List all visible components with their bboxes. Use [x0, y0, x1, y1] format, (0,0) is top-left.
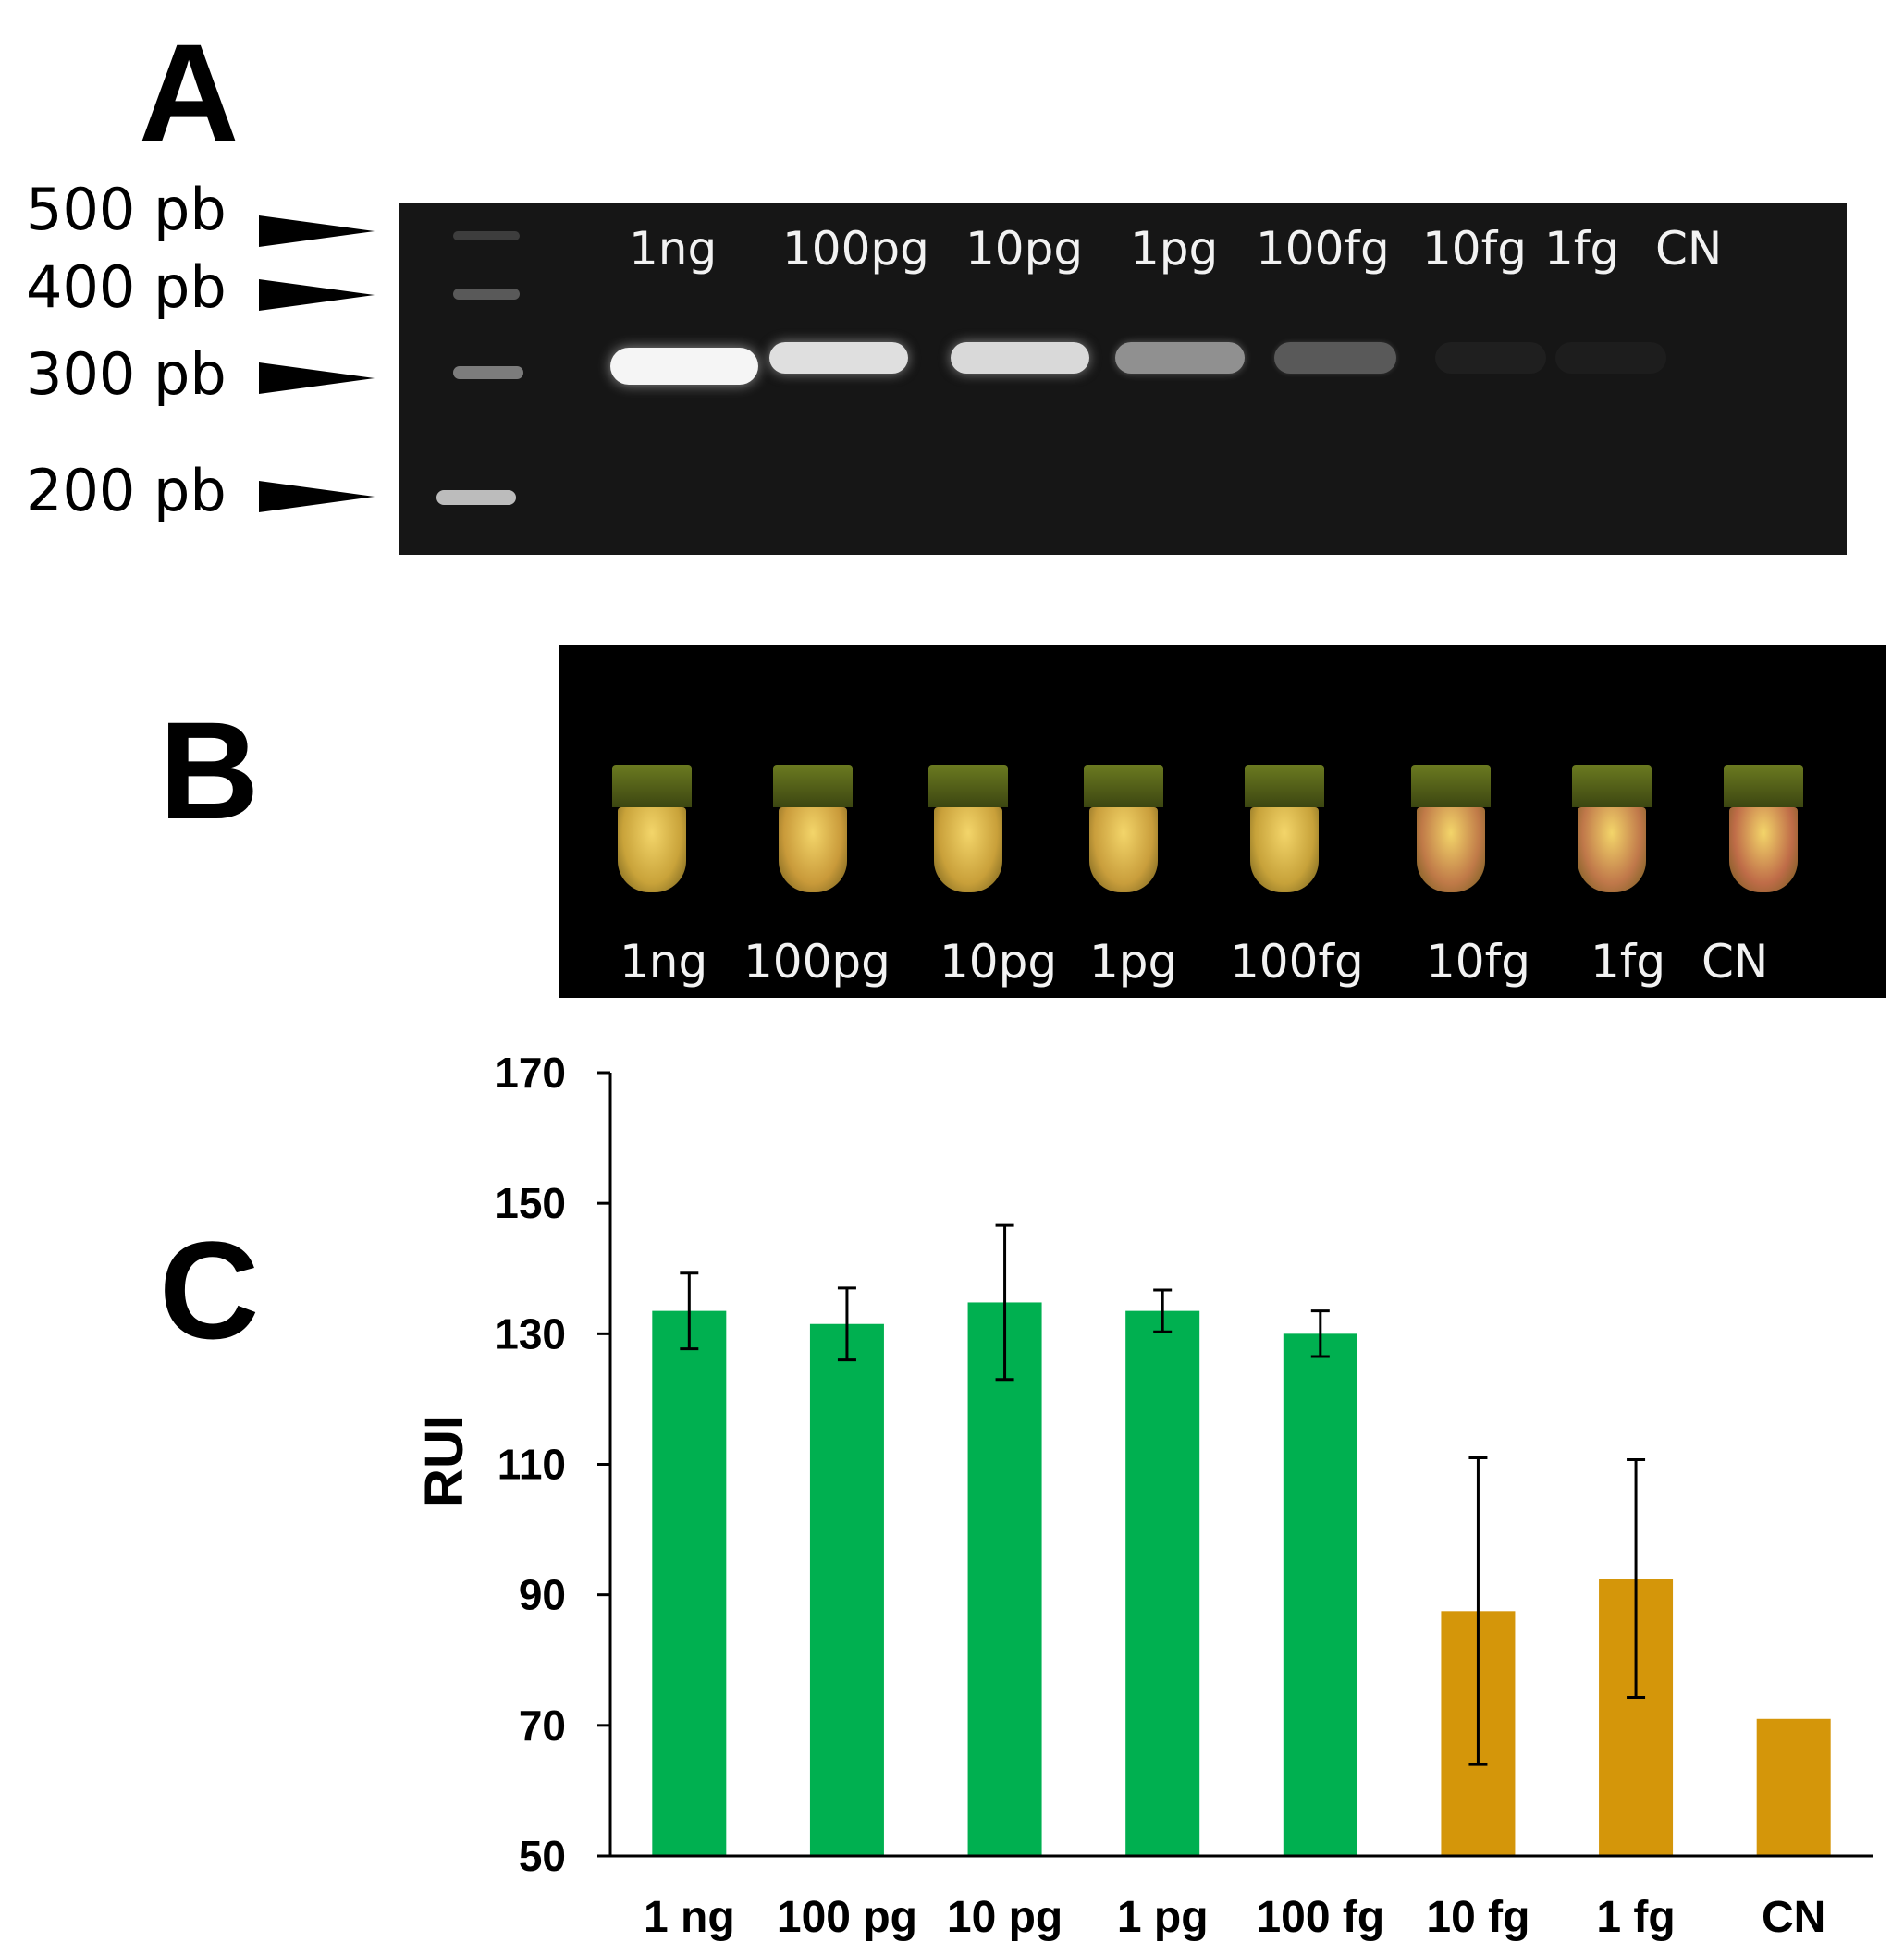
- marker-arrow-icon: [259, 279, 375, 311]
- y-tick-label: 150: [495, 1179, 566, 1227]
- tube-label: CN: [1701, 935, 1769, 989]
- bar: [652, 1310, 727, 1856]
- x-tick-label: 10 pg: [947, 1893, 1063, 1941]
- gel-lane-label: 100fg: [1256, 222, 1390, 276]
- marker-200: 200 pb: [26, 457, 227, 524]
- tube-icon: [928, 765, 1008, 894]
- gel-lane-label: 10fg: [1422, 222, 1527, 276]
- x-tick-label: 1 fg: [1596, 1893, 1675, 1941]
- panel-c-label: C: [159, 1212, 260, 1368]
- rui-bar-chart: 50 70 90 110 130 150 170 1 ng 100 pg 10 pg 1 pg 10…: [414, 1049, 1873, 1941]
- tube-icon: [1724, 765, 1803, 894]
- tube-label: 1ng: [620, 935, 708, 989]
- y-axis-title: RUI: [414, 1415, 474, 1507]
- marker-arrow-icon: [259, 362, 375, 394]
- tube-label: 1fg: [1591, 935, 1666, 989]
- bars: [652, 1302, 1831, 1856]
- x-tick-label: 100 fg: [1256, 1893, 1384, 1941]
- tube-icon: [1411, 765, 1491, 894]
- ladder-band: [436, 490, 516, 505]
- y-axis-ticks: 50 70 90 110 130 150 170: [495, 1049, 610, 1880]
- tube-icon: [1572, 765, 1652, 894]
- gel-sample-band: [1274, 342, 1396, 374]
- x-tick-label: 10 fg: [1426, 1893, 1529, 1941]
- gel-sample-band: [1555, 342, 1666, 374]
- gel-sample-band: [769, 342, 908, 374]
- ladder-band: [453, 366, 523, 379]
- gel-lane-label: 1fg: [1544, 222, 1620, 276]
- y-tick-label: 70: [519, 1701, 566, 1750]
- y-tick-label: 110: [497, 1441, 566, 1489]
- marker-400: 400 pb: [26, 253, 227, 321]
- gel-lane-label: CN: [1655, 222, 1723, 276]
- marker-arrow-icon: [259, 215, 375, 247]
- tube-icon: [773, 765, 853, 894]
- gel-lane-label: 10pg: [965, 222, 1084, 276]
- gel-image: 1ng 100pg 10pg 1pg 100fg 10fg 1fg CN: [399, 203, 1847, 555]
- gel-lane-label: 100pg: [782, 222, 929, 276]
- marker-arrow-icon: [259, 481, 375, 512]
- marker-500: 500 pb: [26, 176, 227, 243]
- bar: [809, 1323, 884, 1856]
- gel-sample-band: [951, 342, 1089, 374]
- bar: [1125, 1310, 1200, 1856]
- x-tick-label: 1 ng: [644, 1893, 735, 1941]
- tube-label: 1pg: [1089, 935, 1178, 989]
- bar: [1283, 1333, 1357, 1856]
- error-bars: [680, 1223, 1646, 1766]
- x-axis-labels: 1 ng 100 pg 10 pg 1 pg 100 fg 10 fg 1 fg CN: [644, 1893, 1825, 1941]
- y-tick-label: 170: [495, 1049, 566, 1097]
- x-tick-label: 1 pg: [1117, 1893, 1209, 1941]
- x-tick-label: 100 pg: [777, 1893, 917, 1941]
- gel-sample-band: [1435, 342, 1546, 374]
- gel-sample-band: [610, 348, 758, 385]
- ladder-band: [453, 231, 520, 240]
- tube-label: 10pg: [940, 935, 1058, 989]
- gel-lane-label: 1ng: [629, 222, 718, 276]
- y-tick-label: 50: [519, 1832, 566, 1880]
- y-tick-label: 90: [519, 1571, 566, 1619]
- tube-icon: [1084, 765, 1163, 894]
- marker-300: 300 pb: [26, 340, 227, 408]
- bar: [967, 1302, 1042, 1856]
- tubes-image: 1ng 100pg 10pg 1pg 100fg 10fg 1fg CN: [559, 645, 1886, 998]
- panel-a-label: A: [139, 15, 240, 170]
- gel-lane-label: 1pg: [1130, 222, 1219, 276]
- bar: [1756, 1718, 1831, 1856]
- tube-label: 10fg: [1426, 935, 1530, 989]
- gel-sample-band: [1115, 342, 1245, 374]
- ladder-band: [453, 289, 520, 300]
- tube-icon: [612, 765, 692, 894]
- tube-icon: [1245, 765, 1324, 894]
- y-tick-label: 130: [495, 1309, 566, 1357]
- panel-b-label: B: [159, 693, 260, 848]
- tube-label: 100fg: [1230, 935, 1364, 989]
- tube-label: 100pg: [743, 935, 891, 989]
- x-tick-label: CN: [1762, 1893, 1825, 1941]
